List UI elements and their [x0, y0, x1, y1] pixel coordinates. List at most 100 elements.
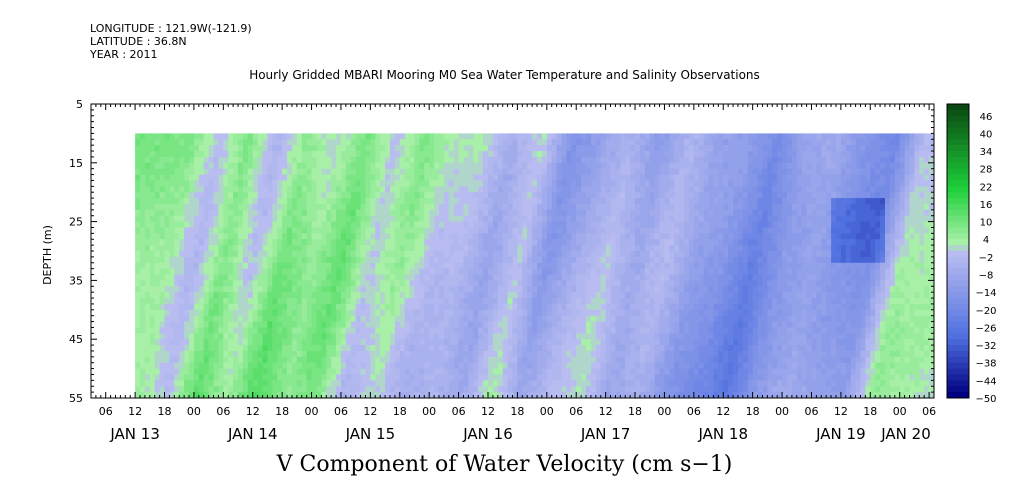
heatmap-cell [228, 186, 234, 193]
heatmap-cell [375, 380, 381, 387]
heatmap-cell [429, 309, 435, 317]
heatmap-cell [184, 227, 190, 234]
heatmap-cell [483, 139, 489, 146]
heatmap-cell [532, 162, 538, 170]
heatmap-cell [546, 168, 553, 176]
heatmap-cell [659, 162, 666, 170]
heatmap-cell [189, 174, 195, 182]
heatmap-cell [228, 309, 234, 317]
heatmap-cell [287, 339, 293, 346]
heatmap-cell [625, 139, 631, 146]
heatmap-cell [429, 303, 435, 311]
heatmap-cell [502, 156, 509, 164]
heatmap-cell [375, 327, 381, 334]
heatmap-cell [639, 350, 646, 358]
heatmap-cell [537, 215, 543, 223]
heatmap-cell [517, 315, 523, 323]
heatmap-cell [478, 368, 484, 376]
heatmap-cell [458, 186, 465, 193]
heatmap-cell [184, 239, 190, 246]
heatmap-cell [311, 168, 318, 176]
heatmap-cell [164, 303, 171, 311]
heatmap-cell [507, 345, 514, 352]
heatmap-cell [340, 251, 347, 258]
heatmap-cell [473, 392, 479, 398]
heatmap-cell [438, 327, 445, 334]
heatmap-cell [350, 327, 357, 334]
heatmap-cell [340, 151, 347, 158]
heatmap-cell [218, 345, 224, 352]
heatmap-cell [316, 380, 322, 387]
heatmap-cell [438, 245, 445, 252]
heatmap-cell [669, 309, 675, 317]
heatmap-cell [340, 268, 347, 276]
heatmap-cell [492, 233, 499, 240]
heatmap-cell [419, 239, 425, 246]
heatmap-cell [639, 251, 646, 258]
heatmap-cell [561, 333, 568, 340]
heatmap-cells [135, 133, 934, 398]
heatmap-cell [527, 221, 533, 229]
heatmap-cell [287, 256, 293, 264]
heatmap-cell [306, 345, 313, 352]
heatmap-cell [238, 239, 244, 246]
heatmap-cell [586, 339, 592, 346]
heatmap-cell [149, 368, 156, 376]
heatmap-cell [242, 239, 249, 246]
heatmap-cell [551, 192, 558, 199]
heatmap-cell [277, 256, 283, 264]
heatmap-cell [213, 286, 220, 293]
heatmap-cell [360, 139, 367, 146]
heatmap-cell [164, 239, 171, 246]
heatmap-cell [502, 274, 509, 281]
heatmap-cell [135, 303, 141, 311]
heatmap-cell [483, 292, 489, 299]
heatmap-cell [502, 162, 509, 170]
heatmap-cell [532, 251, 538, 258]
heatmap-cell [512, 156, 518, 164]
heatmap-cell [478, 215, 484, 223]
heatmap-cell [140, 133, 146, 140]
heatmap-cell [404, 209, 411, 217]
heatmap-cell [340, 174, 347, 182]
heatmap-cell [448, 233, 455, 240]
heatmap-cell [257, 209, 264, 217]
heatmap-cell [267, 215, 273, 223]
heatmap-cell [282, 203, 288, 211]
heatmap-cell [193, 274, 200, 281]
heatmap-cell [654, 274, 661, 281]
heatmap-cell [438, 374, 445, 381]
heatmap-cell [336, 280, 342, 287]
heatmap-cell [291, 368, 298, 376]
heatmap-cell [620, 327, 626, 334]
heatmap-cell [385, 374, 391, 381]
heatmap-cell [242, 174, 249, 182]
heatmap-cell [198, 339, 205, 346]
heatmap-cell [169, 156, 175, 164]
heatmap-cell [247, 215, 254, 223]
heatmap-cell [184, 145, 190, 152]
heatmap-cell [458, 139, 465, 146]
heatmap-cell [409, 368, 416, 376]
heatmap-cell [669, 356, 675, 364]
heatmap-cell [566, 245, 572, 252]
heatmap-cell [242, 292, 249, 299]
heatmap-cell [522, 374, 528, 381]
heatmap-cell [306, 374, 313, 381]
heatmap-cell [463, 380, 469, 387]
heatmap-cell [355, 198, 362, 205]
heatmap-cell [576, 133, 582, 140]
heatmap-cell [345, 227, 352, 234]
heatmap-cell [291, 386, 298, 393]
heatmap-cell [179, 192, 185, 199]
heatmap-cell [208, 145, 215, 152]
heatmap-cell [272, 233, 278, 240]
heatmap-cell [625, 392, 631, 398]
heatmap-cell [512, 280, 518, 287]
heatmap-cell [360, 133, 367, 140]
heatmap-cell [242, 362, 249, 370]
heatmap-cell [473, 239, 479, 246]
heatmap-cell [179, 274, 185, 281]
heatmap-cell [198, 298, 205, 305]
heatmap-cell [306, 180, 313, 187]
